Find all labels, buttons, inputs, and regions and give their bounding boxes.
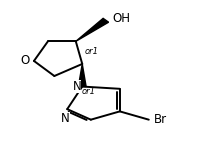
Text: O: O [20, 54, 30, 67]
Text: OH: OH [112, 12, 130, 25]
Text: Br: Br [154, 113, 167, 126]
Text: or1: or1 [84, 47, 98, 56]
Text: N: N [72, 80, 81, 93]
Polygon shape [78, 64, 86, 86]
Text: N: N [61, 112, 70, 125]
Polygon shape [76, 18, 109, 41]
Text: or1: or1 [81, 86, 95, 96]
